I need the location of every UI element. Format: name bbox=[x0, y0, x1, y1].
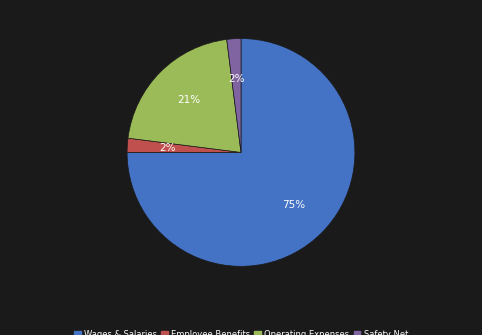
Legend: Wages & Salaries, Employee Benefits, Operating Expenses, Safety Net: Wages & Salaries, Employee Benefits, Ope… bbox=[70, 326, 412, 335]
Text: 2%: 2% bbox=[228, 74, 244, 83]
Wedge shape bbox=[127, 39, 355, 266]
Wedge shape bbox=[128, 40, 241, 152]
Text: 2%: 2% bbox=[159, 143, 175, 153]
Wedge shape bbox=[127, 138, 241, 152]
Text: 75%: 75% bbox=[282, 200, 305, 210]
Wedge shape bbox=[227, 39, 241, 152]
Text: 21%: 21% bbox=[177, 95, 200, 105]
